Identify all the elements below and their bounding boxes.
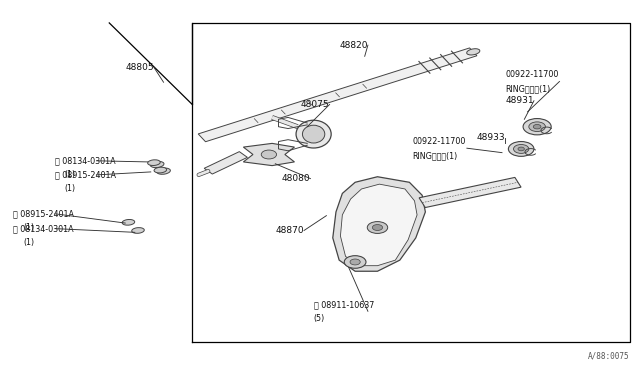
Circle shape	[518, 147, 524, 151]
Ellipse shape	[303, 125, 324, 143]
Text: Ⓦ 08915-2401A: Ⓦ 08915-2401A	[13, 209, 74, 218]
Text: 48933: 48933	[476, 133, 505, 142]
Text: A/88:0075: A/88:0075	[588, 351, 630, 360]
Text: (1): (1)	[65, 170, 76, 179]
Polygon shape	[198, 48, 477, 142]
Ellipse shape	[150, 161, 164, 168]
Text: Ⓦ 08915-2401A: Ⓦ 08915-2401A	[55, 170, 116, 179]
Circle shape	[533, 125, 541, 129]
Circle shape	[508, 141, 534, 156]
Polygon shape	[204, 152, 248, 174]
Text: 00922-11700: 00922-11700	[413, 137, 466, 146]
Circle shape	[350, 259, 360, 265]
Ellipse shape	[148, 160, 160, 166]
Text: ⒳ 08911-10637: ⒳ 08911-10637	[314, 300, 374, 309]
Ellipse shape	[154, 167, 166, 173]
Circle shape	[372, 225, 383, 231]
Text: (1): (1)	[23, 223, 34, 232]
Polygon shape	[340, 184, 417, 266]
Text: 48931: 48931	[505, 96, 534, 105]
Circle shape	[513, 144, 529, 153]
Text: 48075: 48075	[301, 100, 330, 109]
Ellipse shape	[157, 168, 170, 174]
Ellipse shape	[467, 49, 480, 55]
Polygon shape	[333, 177, 426, 271]
Text: Ⓑ 08134-0301A: Ⓑ 08134-0301A	[13, 224, 74, 233]
Circle shape	[367, 222, 388, 234]
Text: RINGリング(1): RINGリング(1)	[505, 84, 550, 93]
Ellipse shape	[296, 120, 331, 148]
Text: (1): (1)	[65, 185, 76, 193]
Text: Ⓑ 08134-0301A: Ⓑ 08134-0301A	[55, 156, 116, 165]
Text: RINGリング(1): RINGリング(1)	[413, 151, 458, 160]
Circle shape	[523, 119, 551, 135]
Polygon shape	[419, 177, 521, 208]
Text: 48870: 48870	[275, 226, 304, 235]
Text: (1): (1)	[23, 238, 34, 247]
Circle shape	[261, 150, 276, 159]
Text: (5): (5)	[314, 314, 325, 323]
Text: 48820: 48820	[339, 41, 367, 50]
Text: 00922-11700: 00922-11700	[505, 70, 559, 79]
Ellipse shape	[132, 228, 144, 233]
Text: 48080: 48080	[282, 174, 310, 183]
Polygon shape	[243, 143, 294, 166]
Circle shape	[344, 256, 366, 268]
Circle shape	[529, 122, 545, 132]
Text: 48805: 48805	[125, 63, 154, 72]
Ellipse shape	[122, 219, 134, 225]
